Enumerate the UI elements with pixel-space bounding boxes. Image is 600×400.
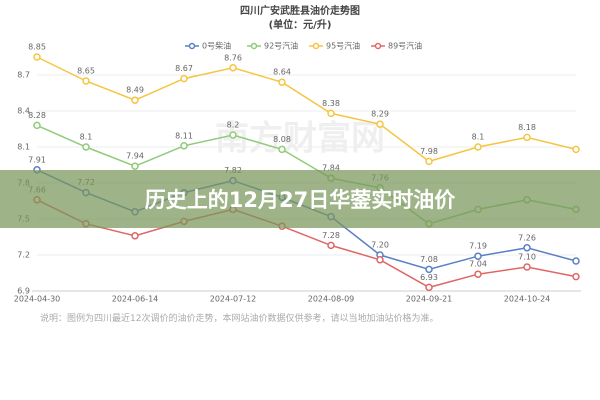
value-label: 7.20 [371,241,389,250]
value-label: 7.08 [420,255,438,264]
value-label: 7.26 [518,233,536,242]
y-tick-label: 8.7 [17,71,30,80]
point [278,145,286,154]
legend-label: 0号柴油 [202,41,231,51]
point [327,241,335,250]
x-tick-label: 2024-04-30 [14,295,61,304]
value-label: 8.64 [273,68,291,77]
y-tick-label: 8.4 [17,107,30,116]
point [572,257,580,265]
point [131,232,139,240]
legend-swatch [374,42,382,50]
value-label: 7.91 [28,155,46,164]
note: 说明：图例为四川最近12次调价的油价走势，本网站油价数据仅供参考，请以当地加油站… [40,314,439,324]
legend-swatch [188,42,196,50]
point [131,96,139,104]
value-label: 8.76 [224,53,242,62]
value-label: 7.84 [322,164,340,173]
value-label: 8.67 [175,64,193,73]
legend-label: 95号汽油 [326,41,360,51]
value-label: 8.11 [175,131,193,140]
point [425,283,433,292]
value-label: 8.2 [227,121,240,130]
banner: 历史上的12月27日华蓥实时油价 [0,170,600,228]
point [229,131,237,139]
point [425,157,433,166]
value-label: 7.04 [469,260,487,269]
y-tick-label: 7.2 [17,251,30,260]
value-label: 8.85 [28,43,46,52]
point [572,272,580,281]
series-line [36,199,577,289]
legend-label: 89号汽油 [388,41,422,51]
value-label: 8.1 [472,133,485,142]
point [376,256,384,264]
value-label: 8.08 [273,135,291,144]
point [82,77,90,85]
point [327,109,335,118]
watermark: 南方财富网 [215,119,385,159]
point [572,145,580,154]
value-label: 8.29 [371,110,389,119]
value-label: 7.94 [126,152,144,161]
point [82,143,90,151]
value-label: 8.18 [518,123,536,132]
point [474,143,482,151]
x-tick-label: 2024-09-21 [406,295,453,304]
x-tick-label: 2024-08-09 [308,295,355,304]
value-label: 8.38 [322,99,340,108]
legend-label: 92号汽油 [264,41,298,51]
chart-subtitle: (单位：元/升) [269,18,332,31]
value-label: 7.98 [420,147,438,156]
value-label: 7.19 [469,242,487,251]
point [229,64,237,72]
x-tick-label: 2024-10-24 [504,295,551,304]
point [180,74,188,83]
point [180,142,188,150]
chart: 四川广安武胜县油价走势图 (单位：元/升) 南方财富网 6.97.27.57.8… [14,4,581,304]
point [33,121,41,130]
point [523,263,531,271]
x-tick-label: 2024-06-14 [112,295,159,304]
y-tick-label: 8.1 [17,143,30,152]
point [474,270,482,278]
chart-title: 四川广安武胜县油价走势图 [240,4,360,17]
point [131,162,139,170]
point [523,133,531,142]
value-label: 8.49 [126,86,144,95]
point [33,53,41,61]
value-label: 8.1 [80,133,93,142]
point [278,78,286,86]
value-label: 6.93 [420,273,438,282]
legend-swatch [312,42,320,50]
value-label: 8.28 [28,111,46,120]
point [425,265,433,274]
point [376,120,384,128]
series-line [36,56,577,163]
y-tick-label: 6.9 [17,287,30,296]
legend-swatch [250,42,258,50]
x-tick-label: 2024-07-12 [210,295,257,304]
point [474,252,482,260]
point [523,244,531,252]
value-label: 7.10 [518,253,536,262]
value-label: 7.28 [322,231,340,240]
value-label: 8.65 [77,67,95,76]
